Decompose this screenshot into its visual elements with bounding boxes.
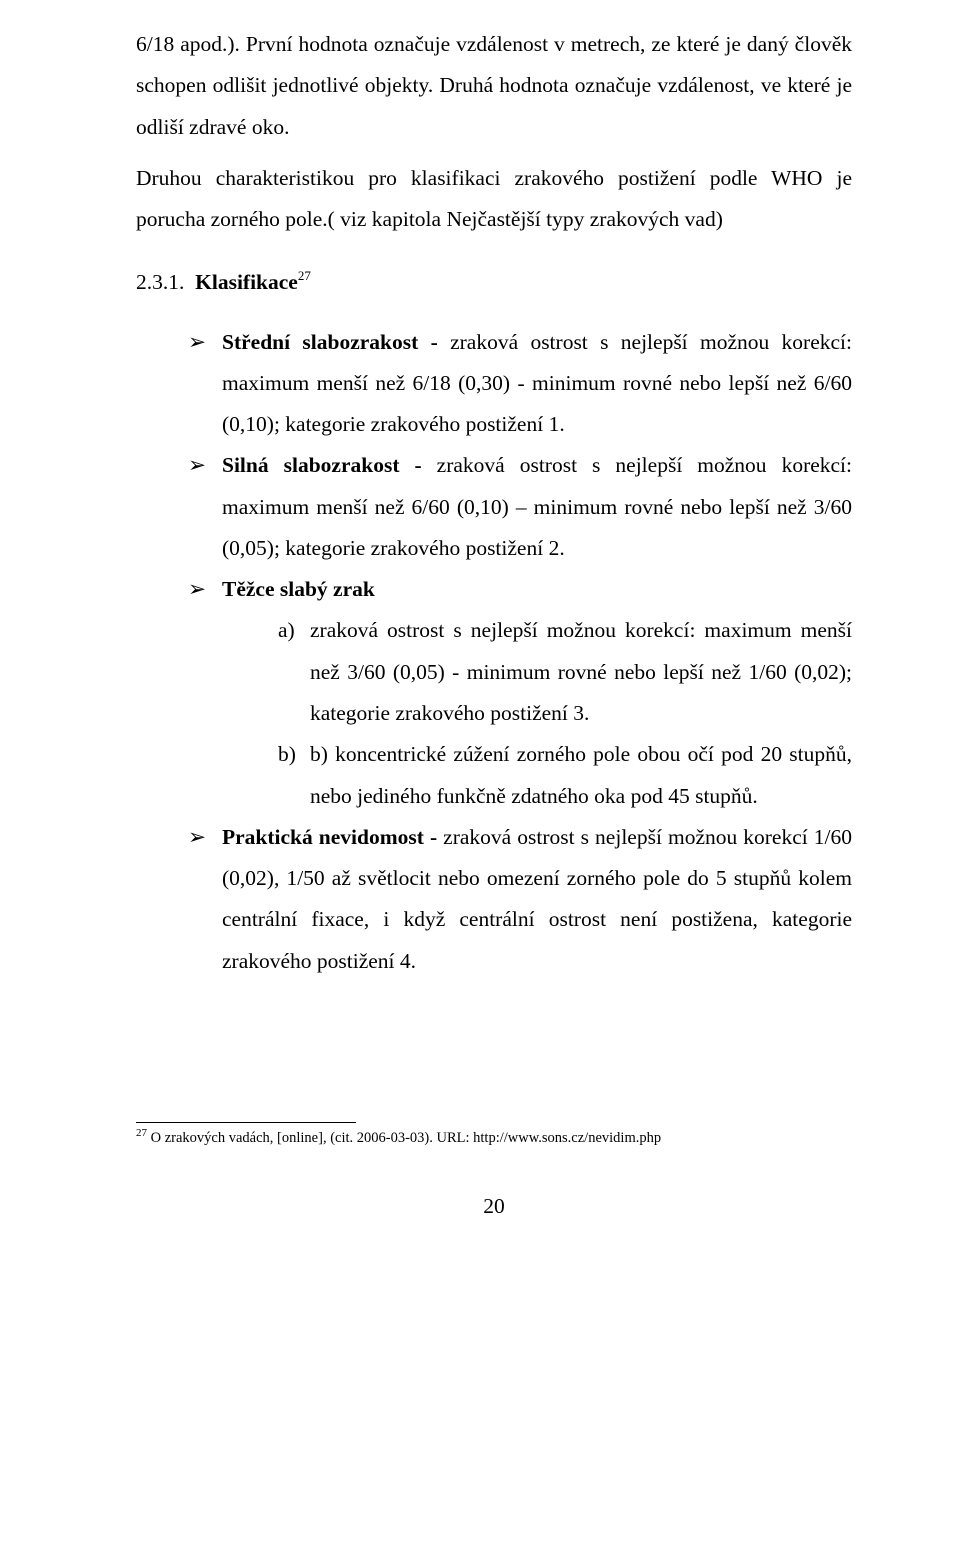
document-page: 6/18 apod.). První hodnota označuje vzdá… xyxy=(0,0,960,1259)
classification-list: Střední slabozrakost - zraková ostrost s… xyxy=(136,322,852,611)
heading-number: 2.3.1. xyxy=(136,270,184,294)
footnote-separator xyxy=(136,1122,356,1123)
heading-title: Klasifikace xyxy=(195,270,298,294)
list-item: Střední slabozrakost - zraková ostrost s… xyxy=(188,322,852,446)
paragraph-intro-1: 6/18 apod.). První hodnota označuje vzdá… xyxy=(136,24,852,148)
sub-list: a) zraková ostrost s nejlepší možnou kor… xyxy=(136,610,852,816)
sub-list-item: a) zraková ostrost s nejlepší možnou kor… xyxy=(278,610,852,734)
sub-marker: b) xyxy=(278,734,296,775)
sub-marker: a) xyxy=(278,610,295,651)
item-bold: Střední slabozrakost - xyxy=(222,330,438,354)
footnote-number: 27 xyxy=(136,1127,147,1139)
page-number: 20 xyxy=(136,1194,852,1219)
paragraph-intro-2: Druhou charakteristikou pro klasifikaci … xyxy=(136,158,852,241)
classification-list-cont: Praktická nevidomost - zraková ostrost s… xyxy=(136,817,852,982)
list-item: Těžce slabý zrak xyxy=(188,569,852,610)
sub-text: b) koncentrické zúžení zorného pole obou… xyxy=(310,742,852,807)
sub-text: zraková ostrost s nejlepší možnou korekc… xyxy=(310,618,852,725)
sub-list-item: b) b) koncentrické zúžení zorného pole o… xyxy=(278,734,852,817)
item-bold: Praktická nevidomost - xyxy=(222,825,437,849)
item-bold: Silná slabozrakost - xyxy=(222,453,422,477)
heading-superscript: 27 xyxy=(298,268,311,283)
footnote-text: O zrakových vadách, [online], (cit. 2006… xyxy=(147,1130,661,1146)
footnote: 27 O zrakových vadách, [online], (cit. 2… xyxy=(136,1126,852,1148)
list-item: Praktická nevidomost - zraková ostrost s… xyxy=(188,817,852,982)
item-bold: Těžce slabý zrak xyxy=(222,577,375,601)
section-heading: 2.3.1. Klasifikace27 xyxy=(136,262,852,303)
list-item: Silná slabozrakost - zraková ostrost s n… xyxy=(188,445,852,569)
